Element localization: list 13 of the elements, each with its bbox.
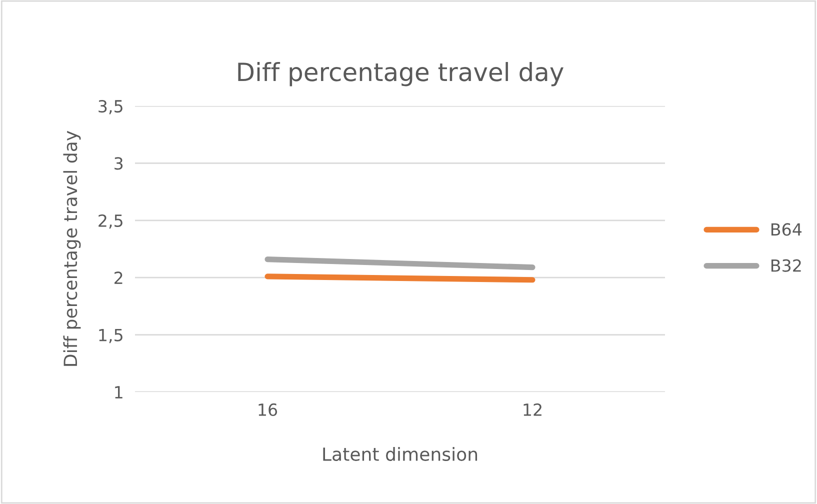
y-tick-label: 3 [114, 157, 123, 170]
y-axis-title: Diff percentage travel day [63, 130, 81, 366]
legend-label: B64 [771, 223, 802, 236]
y-tick-label: 1,5 [99, 328, 122, 344]
x-tick-label: 12 [524, 403, 542, 416]
legend-label: B32 [771, 259, 801, 272]
y-tick-label: 3,5 [98, 100, 122, 114]
y-tick-label: 1 [115, 386, 122, 398]
y-tick-label: 2,5 [98, 214, 122, 229]
x-tick-label: 16 [258, 403, 278, 416]
chart-title: Diff percentage travel day [238, 62, 564, 86]
x-axis-title: Latent dimension [323, 447, 478, 461]
y-tick-label: 2 [114, 272, 122, 284]
